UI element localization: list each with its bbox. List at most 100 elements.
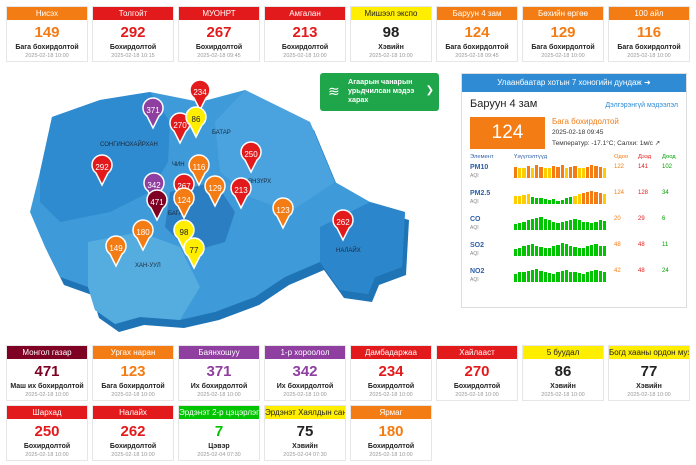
station-card-time: 2025-02-18 10:15 <box>111 53 155 59</box>
forecast-notice-button[interactable]: ≋ Агаарын чанарын урьдчилсан мэдээ харах… <box>320 73 439 111</box>
station-card-level: Бохирдолтой <box>23 443 71 450</box>
station-pin[interactable]: 77 <box>183 237 205 270</box>
station-card-level: Цэвэр <box>208 443 230 450</box>
station-card[interactable]: Баянхошуу 371 Их бохирдолтой 2025-02-18 … <box>178 345 260 401</box>
history-bar <box>535 218 539 230</box>
station-card-value: 180 <box>378 423 404 440</box>
station-card-name: Шархад <box>7 406 87 419</box>
history-bar <box>543 248 547 256</box>
history-bar <box>539 166 543 178</box>
station-card[interactable]: Шархад 250 Бохирдолтой 2025-02-18 10:00 <box>6 405 88 461</box>
station-card[interactable]: Ярмаг 180 Бохирдолтой 2025-02-18 10:00 <box>350 405 432 461</box>
history-bar <box>581 221 585 230</box>
history-bar <box>530 168 535 178</box>
station-card-time: 2025-02-18 09:45 <box>455 53 499 59</box>
district-label: БАТАР <box>212 130 231 136</box>
history-bar <box>573 195 577 204</box>
station-card[interactable]: МУОНРТ 267 Бохирдолтой 2025-02-18 09:45 <box>178 6 260 62</box>
history-bar <box>526 244 530 256</box>
station-pin-value: 123 <box>276 206 290 215</box>
station-card-value: 270 <box>464 363 490 380</box>
history-bar <box>564 244 569 256</box>
station-pin[interactable]: 129 <box>204 175 226 208</box>
history-bar <box>556 244 560 256</box>
station-card[interactable]: 5 буудал 86 Хэвийн 2025-02-18 10:00 <box>522 345 604 401</box>
history-bar <box>547 199 552 204</box>
wind-arrow-icon: ↗ <box>654 140 661 147</box>
station-card-level: Хэвийн <box>550 383 576 390</box>
station-pin[interactable]: 471 <box>146 189 168 222</box>
station-card-value: 371 <box>206 363 232 380</box>
pollutant-max: 29 <box>638 216 645 222</box>
station-pin[interactable]: 116 <box>188 154 210 187</box>
station-card-time: 2025-02-18 10:00 <box>197 392 241 398</box>
history-bar <box>543 199 547 204</box>
pollutant-now: 20 <box>614 216 621 222</box>
details-link[interactable]: Дэлгэрэнгүй мэдээлэл <box>605 102 678 109</box>
station-card-level: Бага бохирдолтой <box>101 383 165 390</box>
station-pin[interactable]: 180 <box>132 219 154 252</box>
station-card-value: 471 <box>34 363 60 380</box>
history-bar <box>577 220 581 230</box>
panel-header-text: Улаанбаатар хотын 7 хоногийн дундаж <box>497 78 642 87</box>
station-card[interactable]: Бөхийн өргөө 129 Бага бохирдолтой 2025-0… <box>522 6 604 62</box>
station-pin[interactable]: 250 <box>240 141 262 174</box>
station-card-value: 234 <box>378 363 404 380</box>
history-bar <box>526 194 530 204</box>
pollutant-unit: AQI <box>470 199 479 205</box>
station-card[interactable]: Монгол газар 471 Маш их бохирдолтой 2025… <box>6 345 88 401</box>
history-bar <box>590 270 594 282</box>
station-card[interactable]: Эрдэнэт 2-р цэцэрлэг 7 Цэвэр 2025-02-04 … <box>178 405 260 461</box>
station-pin[interactable]: 149 <box>105 235 127 268</box>
station-pin[interactable]: 234 <box>189 79 211 112</box>
history-bar <box>569 197 573 204</box>
history-bar <box>539 270 543 282</box>
station-card[interactable]: Богд хааны ордон музей 77 Хэвийн 2025-02… <box>608 345 690 401</box>
station-card-time: 2025-02-18 10:00 <box>541 392 585 398</box>
station-pin[interactable]: 292 <box>91 154 113 187</box>
weekly-average-panel: Улаанбаатар хотын 7 хоногийн дундаж ➜ Ба… <box>461 73 687 308</box>
panel-header[interactable]: Улаанбаатар хотын 7 хоногийн дундаж ➜ <box>462 74 686 92</box>
station-card-name: Эрдэнэт Хаялдын сан <box>265 406 345 419</box>
station-card[interactable]: Нисэх 149 Бага бохирдолтой 2025-02-18 10… <box>6 6 88 62</box>
history-bar <box>530 270 535 282</box>
arrow-right-icon: ➜ <box>644 78 651 87</box>
station-pin[interactable]: 342 <box>143 172 165 205</box>
station-pin-value: 116 <box>193 163 206 172</box>
pollutant-max: 141 <box>638 164 649 170</box>
station-card[interactable]: Хайлааст 270 Бохирдолтой 2025-02-18 10:0… <box>436 345 518 401</box>
history-bar <box>530 244 535 256</box>
station-pin[interactable]: 124 <box>173 187 195 220</box>
station-pin[interactable]: 270 <box>169 112 191 145</box>
station-card[interactable]: Амгалан 213 Бохирдолтой 2025-02-18 10:00 <box>264 6 346 62</box>
history-bar <box>590 223 594 230</box>
station-pin[interactable]: 98 <box>173 219 195 252</box>
station-pin[interactable]: 213 <box>230 177 252 210</box>
station-pin-value: 267 <box>177 182 191 191</box>
station-card[interactable]: Дамбадаржаа 234 Бохирдолтой 2025-02-18 1… <box>350 345 432 401</box>
station-card-value: 149 <box>34 24 60 41</box>
station-card[interactable]: Баруун 4 зам 124 Бага бохирдолтой 2025-0… <box>436 6 518 62</box>
station-card[interactable]: Толгойт 292 Бохирдолтой 2025-02-18 10:15 <box>92 6 174 62</box>
station-pin[interactable]: 86 <box>185 106 207 139</box>
station-card-name: Налайх <box>93 406 173 419</box>
station-pin-value: 234 <box>193 88 207 97</box>
station-card[interactable]: 100 айл 116 Бага бохирдолтой 2025-02-18 … <box>608 6 690 62</box>
station-pin-value: 262 <box>336 218 350 227</box>
station-card[interactable]: Эрдэнэт Хаялдын сан 75 Хэвийн 2025-02-04… <box>264 405 346 461</box>
history-bar <box>556 166 560 178</box>
station-card[interactable]: 1-р хороолол 342 Их бохирдолтой 2025-02-… <box>264 345 346 401</box>
station-card[interactable]: Налайх 262 Бохирдолтой 2025-02-18 10:00 <box>92 405 174 461</box>
station-pin[interactable]: 262 <box>332 209 354 242</box>
station-pin[interactable]: 371 <box>142 97 164 130</box>
station-pin-value: 292 <box>95 163 109 172</box>
history-bar <box>577 248 581 256</box>
history-bar <box>590 165 594 178</box>
station-pin[interactable]: 123 <box>272 197 294 230</box>
history-bar <box>594 244 598 256</box>
station-card-level: Хэвийн <box>292 443 318 450</box>
pollutant-name: CO <box>470 216 481 223</box>
station-card[interactable]: Мишээл экспо 98 Хэвийн 2025-02-18 10:00 <box>350 6 432 62</box>
history-bar <box>552 166 556 178</box>
station-card[interactable]: Ургах наран 123 Бага бохирдолтой 2025-02… <box>92 345 174 401</box>
